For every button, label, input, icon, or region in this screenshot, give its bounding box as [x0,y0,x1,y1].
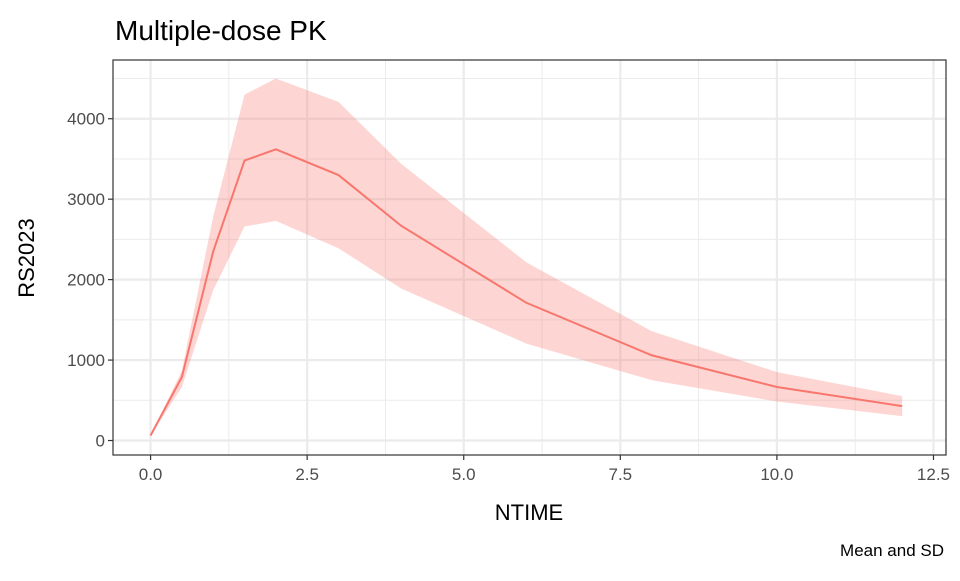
plot-panel-border [112,59,947,456]
mean-line [149,148,903,437]
x-tick-label: 2.5 [295,465,319,484]
grid-lines [113,60,946,455]
x-tick-label: 7.5 [608,465,632,484]
chart-title: Multiple-dose PK [115,15,327,46]
y-axis: 0 1000 2000 3000 4000 [67,110,113,451]
plot-panel-bg [113,60,946,455]
x-tick-label: 10.0 [760,465,793,484]
caption: Mean and SD [840,541,944,560]
y-tick-label: 0 [96,432,105,451]
x-tick-label: 0.0 [139,465,163,484]
y-tick-label: 1000 [67,351,105,370]
sd-ribbon [150,78,903,436]
y-tick-label: 2000 [67,271,105,290]
y-axis-label: RS2023 [14,218,39,298]
x-axis-label: NTIME [495,500,563,525]
x-tick-label: 5.0 [452,465,476,484]
y-tick-label: 4000 [67,110,105,129]
x-axis: 0.0 2.5 5.0 7.5 10.0 12.5 [139,455,950,484]
y-tick-label: 3000 [67,190,105,209]
x-tick-label: 12.5 [917,465,950,484]
